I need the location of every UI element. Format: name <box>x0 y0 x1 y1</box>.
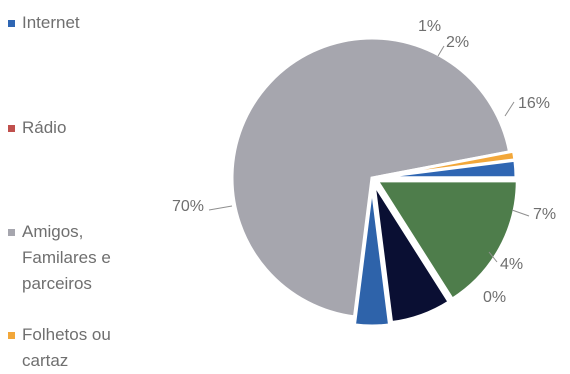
data-label-6: 4% <box>500 256 523 273</box>
pie-slice-2 <box>230 36 512 319</box>
leader-line-0 <box>437 45 445 57</box>
pie-slice-6 <box>352 185 392 328</box>
pie-slice-4 <box>374 179 519 302</box>
legend-label-radio: Rádio <box>22 118 67 137</box>
data-label-3: 1% <box>418 18 441 35</box>
leader-line-5 <box>511 209 530 217</box>
legend-swatch-folhetos <box>8 332 15 339</box>
legend-item-radio: Rádio <box>8 115 168 141</box>
pie-slice-0 <box>375 158 518 180</box>
data-label-4: 16% <box>518 95 550 112</box>
data-labels: 2% 0% 70% 1% 16% 7% 4% <box>172 18 556 306</box>
data-label-0: 2% <box>446 34 469 51</box>
legend-item-folhetos: Folhetos ou cartaz <box>8 322 168 374</box>
legend-swatch-radio <box>8 125 15 132</box>
leader-lines <box>208 45 530 263</box>
legend-item-amigos: Amigos, Familares e parceiros <box>8 219 168 297</box>
leader-line-4 <box>504 101 515 117</box>
legend-swatch-amigos <box>8 229 15 236</box>
legend-label-amigos: Amigos, Familares e parceiros <box>22 222 111 293</box>
pie-slices <box>230 36 519 328</box>
data-label-1: 0% <box>483 289 506 306</box>
legend: Internet Rádio Amigos, Familares e parce… <box>0 0 168 370</box>
legend-item-internet: Internet <box>8 10 168 36</box>
leader-line-6 <box>488 251 498 263</box>
legend-label-folhetos: Folhetos ou cartaz <box>22 325 111 370</box>
data-label-2: 70% <box>172 198 204 215</box>
legend-swatch-internet <box>8 20 15 27</box>
data-label-5: 7% <box>533 206 556 223</box>
leader-line-2 <box>208 205 233 211</box>
pie-slice-5 <box>372 182 452 325</box>
legend-label-internet: Internet <box>22 13 80 32</box>
